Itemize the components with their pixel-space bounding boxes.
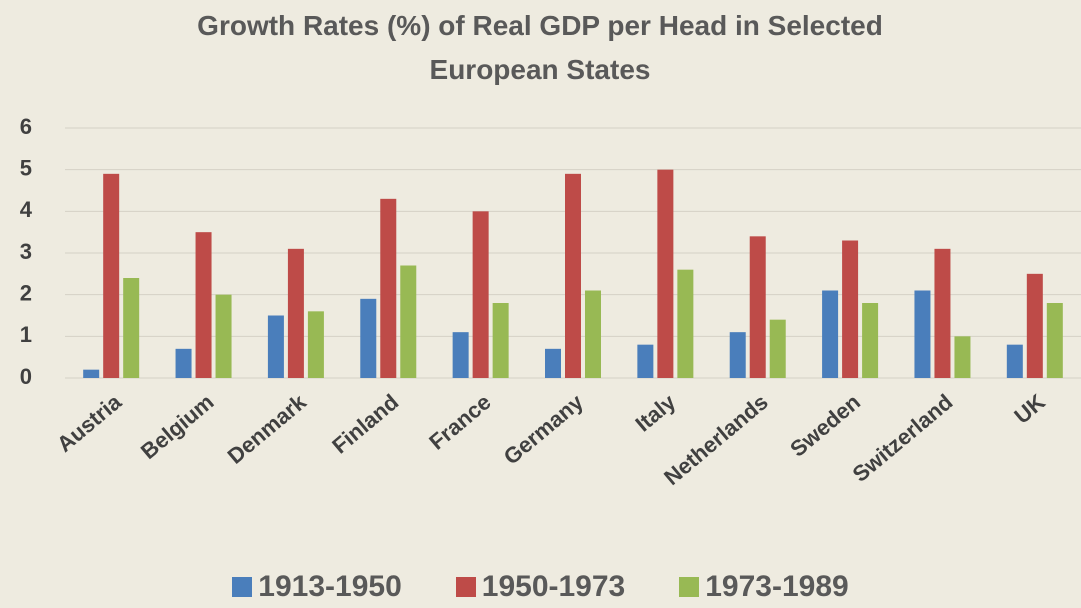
bar xyxy=(1026,273,1043,378)
x-tick-label: Sweden xyxy=(785,389,865,462)
legend-item: 1973-1989 xyxy=(679,570,849,604)
bar xyxy=(954,336,971,378)
bar xyxy=(585,290,601,378)
x-tick-label: Italy xyxy=(631,389,681,437)
bar xyxy=(195,232,212,378)
legend-label: 1973-1989 xyxy=(705,570,849,603)
bar xyxy=(380,198,397,378)
x-tick-label: France xyxy=(424,389,495,455)
bar xyxy=(307,311,324,378)
x-tick-label: Belgium xyxy=(136,389,219,464)
legend: 1913-1950 1950-1973 1973-1989 xyxy=(0,570,1081,604)
bar xyxy=(472,211,489,378)
legend-item: 1950-1973 xyxy=(455,570,626,604)
y-tick-label: 3 xyxy=(20,239,32,264)
bar xyxy=(769,319,786,378)
chart-title: Growth Rates (%) of Real GDP per Head in… xyxy=(197,10,883,85)
legend-item: 1913-1950 xyxy=(232,570,402,604)
bar xyxy=(103,173,120,378)
y-tick-label: 6 xyxy=(20,114,32,139)
y-tick-label: 4 xyxy=(20,197,33,222)
bar xyxy=(452,332,469,378)
x-tick-label: Austria xyxy=(52,389,127,457)
bar xyxy=(215,294,232,378)
legend-label: 1950-1973 xyxy=(481,570,626,603)
bar xyxy=(175,348,192,378)
legend-swatch xyxy=(232,577,253,597)
bar xyxy=(914,290,931,378)
bar xyxy=(565,173,581,378)
legend-swatch xyxy=(679,577,700,597)
bar xyxy=(729,332,746,378)
bar xyxy=(637,344,654,378)
x-tick-label: Germany xyxy=(499,389,589,470)
legend-swatch xyxy=(455,577,476,597)
bar xyxy=(123,278,140,378)
bar xyxy=(400,265,417,378)
bar xyxy=(749,236,766,378)
bar xyxy=(492,303,509,378)
bar xyxy=(862,303,879,378)
bar xyxy=(545,348,561,378)
bar xyxy=(267,315,284,378)
legend-label: 1913-1950 xyxy=(258,570,402,603)
y-tick-label: 1 xyxy=(20,322,32,347)
bar xyxy=(822,290,839,378)
y-tick-label: 2 xyxy=(20,280,32,305)
x-tick-label: Finland xyxy=(327,389,403,458)
bar xyxy=(934,248,951,378)
bar xyxy=(1006,344,1023,378)
bar xyxy=(287,248,304,378)
x-tick-label: UK xyxy=(1009,389,1049,429)
bar xyxy=(83,369,100,378)
y-tick-label: 5 xyxy=(20,155,32,180)
y-tick-label: 0 xyxy=(20,364,32,389)
bar xyxy=(657,169,674,378)
bar xyxy=(1046,303,1063,378)
bar xyxy=(677,269,694,378)
x-tick-label: Denmark xyxy=(223,389,312,469)
bar xyxy=(842,240,859,378)
x-tick-label: Switzerland xyxy=(848,389,958,487)
bar xyxy=(360,298,377,378)
